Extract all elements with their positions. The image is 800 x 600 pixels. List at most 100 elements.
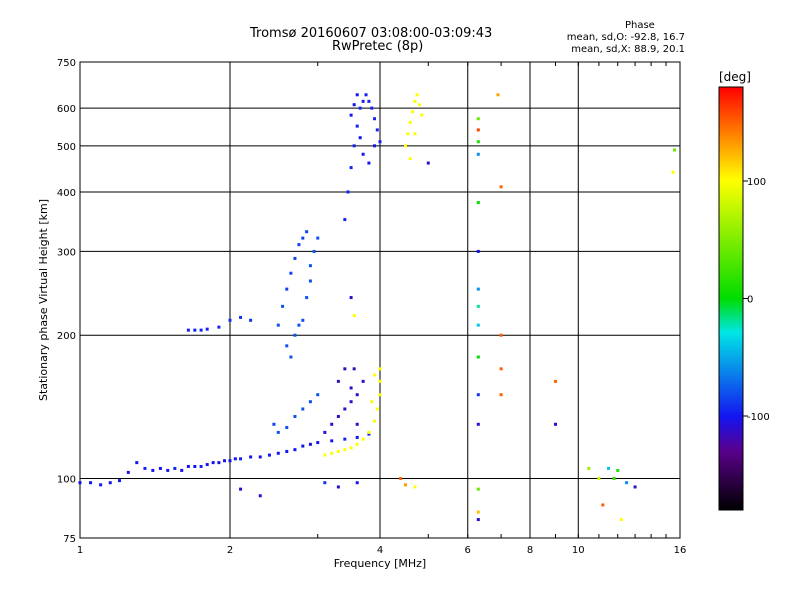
- data-point: [408, 120, 412, 124]
- data-point: [343, 448, 347, 452]
- data-point: [89, 481, 93, 485]
- data-point: [633, 485, 637, 489]
- data-point: [420, 113, 424, 117]
- data-point: [289, 271, 293, 275]
- data-point: [476, 422, 480, 426]
- data-point: [499, 333, 503, 337]
- x-tick-label: 16: [674, 545, 687, 556]
- data-point: [301, 444, 305, 448]
- colorbar-tick-label: 0: [747, 295, 753, 306]
- data-point: [499, 185, 503, 189]
- data-point: [373, 419, 377, 423]
- data-point: [293, 414, 297, 418]
- y-tick-label: 400: [57, 188, 76, 199]
- data-point: [373, 144, 377, 148]
- data-point: [413, 485, 417, 489]
- data-point: [367, 99, 371, 103]
- data-point: [285, 449, 289, 453]
- data-point: [330, 451, 334, 455]
- data-point: [126, 470, 130, 474]
- data-point: [352, 314, 356, 318]
- data-point: [476, 487, 480, 491]
- data-point: [293, 448, 297, 452]
- data-point: [285, 287, 289, 291]
- data-point: [496, 93, 500, 97]
- data-point: [330, 422, 334, 426]
- data-point: [305, 296, 309, 300]
- phase-stats-title: Phase: [624, 20, 655, 31]
- data-point: [476, 249, 480, 253]
- data-point: [361, 437, 365, 441]
- data-point: [367, 161, 371, 165]
- x-tick-label: 1: [77, 545, 83, 556]
- colorbar-tick-label: -100: [747, 412, 770, 423]
- data-point: [228, 318, 232, 322]
- phase-stats-x: mean, sd,X: 88.9, 20.1: [571, 44, 685, 55]
- data-point: [301, 407, 305, 411]
- y-tick-label: 200: [57, 331, 76, 342]
- data-point: [352, 103, 356, 107]
- data-point: [336, 379, 340, 383]
- data-point: [476, 140, 480, 144]
- data-point: [413, 132, 417, 136]
- data-point: [233, 457, 237, 461]
- data-point: [316, 393, 320, 397]
- data-point: [601, 503, 605, 507]
- data-point: [349, 386, 353, 390]
- data-point: [399, 477, 403, 481]
- data-point: [143, 466, 147, 470]
- x-axis-label: Frequency [MHz]: [334, 557, 426, 570]
- chart-subtitle: RwPretec (8p): [332, 39, 424, 54]
- data-point: [308, 264, 312, 268]
- data-point: [370, 106, 374, 110]
- data-point: [258, 494, 262, 498]
- y-tick-label: 750: [57, 58, 76, 69]
- data-point: [499, 393, 503, 397]
- data-point: [375, 407, 379, 411]
- data-point: [411, 110, 415, 114]
- data-point: [223, 459, 227, 463]
- data-point: [352, 144, 356, 148]
- data-point: [135, 461, 139, 465]
- data-point: [151, 468, 155, 472]
- data-point: [301, 236, 305, 240]
- data-point: [616, 468, 620, 472]
- data-point: [239, 315, 243, 319]
- colorbar-tick-label: 100: [747, 177, 766, 188]
- data-point: [597, 477, 601, 481]
- data-point: [312, 249, 316, 253]
- data-point: [367, 430, 371, 434]
- data-point: [361, 152, 365, 156]
- data-point: [403, 483, 407, 487]
- data-point: [426, 161, 430, 165]
- data-point: [378, 393, 382, 397]
- data-point: [403, 144, 407, 148]
- data-point: [378, 367, 382, 371]
- data-point: [415, 93, 419, 97]
- data-point: [671, 170, 675, 174]
- data-point: [186, 464, 190, 468]
- data-point: [323, 481, 327, 485]
- data-point: [349, 296, 353, 300]
- data-point: [476, 201, 480, 205]
- data-point: [349, 166, 353, 170]
- x-tick-label: 10: [572, 545, 585, 556]
- data-point: [476, 287, 480, 291]
- data-point: [619, 518, 623, 522]
- data-point: [205, 463, 209, 467]
- colorbar-fill: [718, 86, 744, 511]
- data-point: [413, 99, 417, 103]
- data-point: [587, 466, 591, 470]
- data-point: [297, 323, 301, 327]
- data-point: [607, 466, 611, 470]
- data-point: [276, 430, 280, 434]
- y-tick-label: 600: [57, 104, 76, 115]
- data-point: [476, 393, 480, 397]
- y-tick-label: 300: [57, 247, 76, 258]
- data-point: [323, 430, 327, 434]
- data-point: [297, 243, 301, 247]
- data-point: [276, 323, 280, 327]
- data-point: [305, 230, 309, 234]
- data-point: [364, 93, 368, 97]
- data-point: [158, 466, 162, 470]
